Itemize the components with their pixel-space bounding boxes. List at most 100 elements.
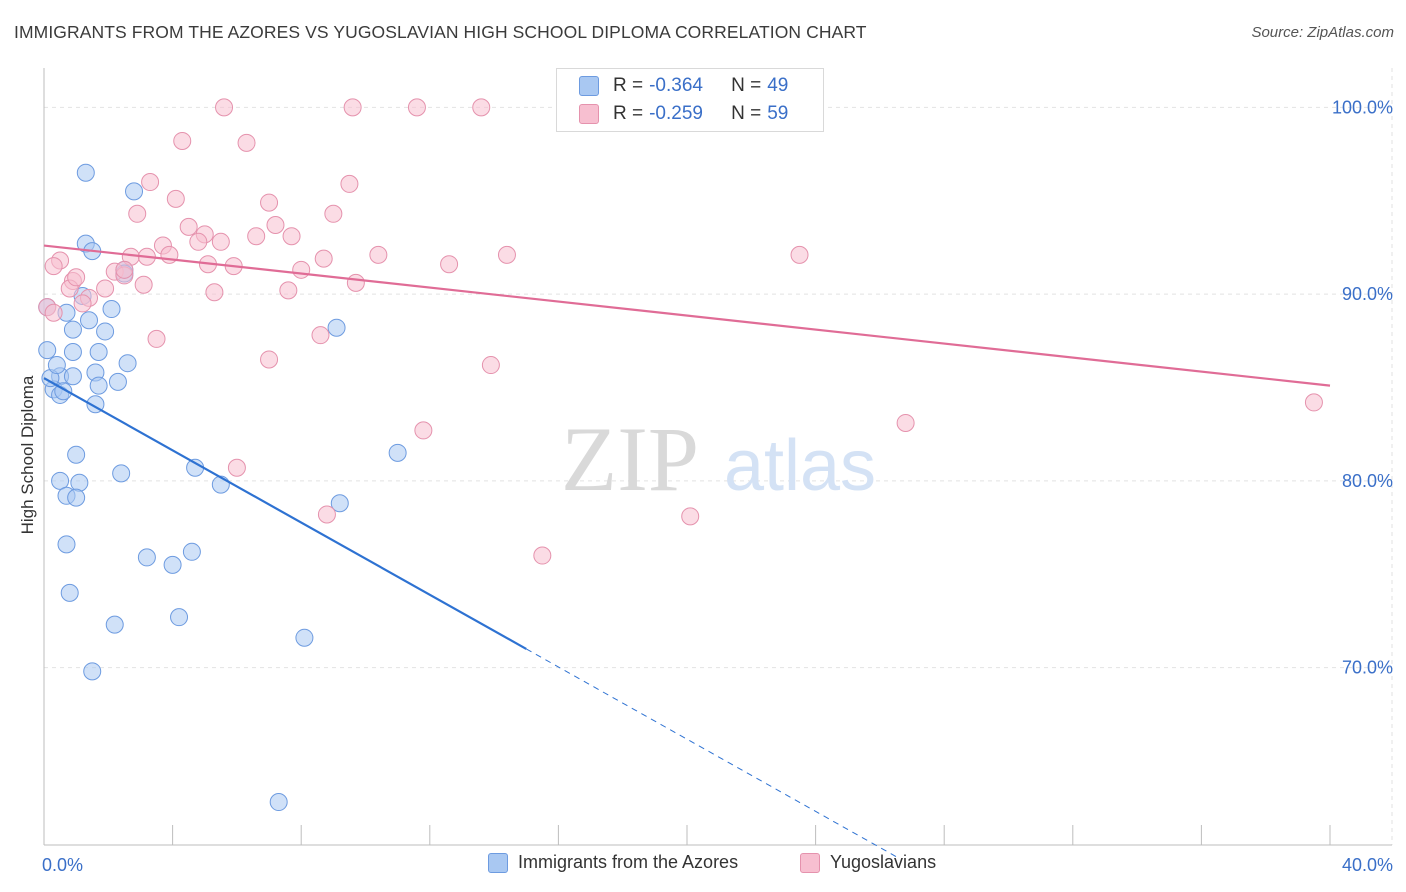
chart-title: IMMIGRANTS FROM THE AZORES VS YUGOSLAVIA… — [14, 22, 867, 42]
legend-swatch-yugoslavians — [579, 104, 599, 124]
point-yugoslavians — [346, 273, 365, 292]
point-yugoslavians — [414, 421, 433, 440]
point-azores — [38, 341, 57, 360]
point-azores — [269, 793, 288, 812]
grid-lines — [44, 68, 1393, 845]
point-azores — [60, 583, 79, 602]
point-azores — [96, 322, 115, 341]
y-tick-label: 70.0% — [1342, 658, 1393, 678]
point-azores — [182, 542, 201, 561]
point-azores — [63, 367, 82, 386]
point-azores — [89, 376, 108, 395]
r-label: R = — [613, 75, 644, 96]
point-yugoslavians — [497, 245, 516, 264]
point-azores — [70, 473, 89, 492]
tick-labels: 70.0% 80.0% 90.0% 100.0% 0.0% 40.0% — [42, 97, 1393, 875]
source-label: Source: ZipAtlas.com — [1251, 24, 1394, 41]
point-yugoslavians — [369, 245, 388, 264]
point-yugoslavians — [141, 173, 160, 192]
point-azores — [67, 445, 86, 464]
point-azores — [67, 488, 86, 507]
series-label-azores: Immigrants from the Azores — [518, 852, 739, 872]
point-azores — [137, 548, 156, 567]
point-yugoslavians — [237, 133, 256, 152]
point-azores — [295, 628, 314, 647]
point-azores — [108, 372, 127, 391]
point-yugoslavians — [173, 131, 192, 150]
point-azores — [76, 163, 95, 182]
x-tick-label: 0.0% — [42, 855, 83, 875]
n-label: N = — [731, 75, 762, 96]
stats-legend: R = -0.364 N = 49 R = -0.259 N = 59 — [556, 68, 824, 132]
n-label: N = — [731, 103, 762, 124]
point-yugoslavians — [247, 227, 266, 246]
point-yugoslavians — [215, 98, 234, 117]
point-yugoslavians — [681, 507, 700, 526]
point-yugoslavians — [896, 413, 915, 432]
y-tick-label: 90.0% — [1342, 284, 1393, 304]
legend-row-yugoslavians: R = -0.259 N = 59 — [579, 102, 788, 126]
series-label-yugoslavians: Yugoslavians — [830, 852, 937, 872]
point-yugoslavians — [311, 326, 330, 345]
point-azores — [63, 320, 82, 339]
r-value: -0.364 — [649, 75, 703, 96]
point-azores — [125, 182, 144, 201]
point-yugoslavians — [44, 257, 63, 276]
point-yugoslavians — [128, 204, 147, 223]
y-tick-label: 100.0% — [1332, 97, 1393, 117]
point-azores — [89, 342, 108, 361]
watermark-atlas: atlas — [724, 426, 876, 506]
point-yugoslavians — [282, 227, 301, 246]
point-yugoslavians — [67, 268, 86, 287]
point-yugoslavians — [1304, 393, 1323, 412]
point-yugoslavians — [324, 204, 343, 223]
point-azores — [327, 318, 346, 337]
point-yugoslavians — [343, 98, 362, 117]
point-yugoslavians — [260, 350, 279, 369]
point-yugoslavians — [790, 245, 809, 264]
point-yugoslavians — [472, 98, 491, 117]
point-yugoslavians — [279, 281, 298, 300]
point-azores — [102, 300, 121, 319]
point-yugoslavians — [317, 505, 336, 524]
series-legend: Immigrants from the Azores Yugoslavians — [0, 852, 1406, 878]
point-azores — [330, 494, 349, 513]
r-value: -0.259 — [649, 103, 703, 124]
point-yugoslavians — [134, 275, 153, 294]
point-azores — [163, 555, 182, 574]
point-azores — [105, 615, 124, 634]
watermark-zip: ZIP — [561, 408, 699, 510]
point-yugoslavians — [211, 232, 230, 251]
point-azores — [57, 535, 76, 554]
trend-lines — [43, 244, 1331, 857]
point-azores — [112, 464, 131, 483]
point-yugoslavians — [266, 216, 285, 234]
point-azores — [63, 342, 82, 361]
trend-line-azores-extension — [526, 648, 897, 857]
point-yugoslavians — [481, 356, 500, 375]
axes — [43, 68, 1392, 846]
r-label: R = — [613, 103, 644, 124]
point-azores — [51, 471, 70, 490]
point-yugoslavians — [96, 279, 115, 298]
legend-swatch-azores — [579, 76, 599, 96]
series-swatch-azores — [488, 852, 508, 873]
y-tick-label: 80.0% — [1342, 471, 1393, 491]
series-legend-azores: Immigrants from the Azores — [488, 852, 738, 873]
legend-row-azores: R = -0.364 N = 49 — [579, 74, 788, 98]
point-yugoslavians — [292, 260, 311, 279]
point-azores — [388, 443, 407, 462]
point-yugoslavians — [314, 249, 333, 268]
point-yugoslavians — [73, 294, 92, 313]
point-yugoslavians — [440, 255, 459, 274]
point-yugoslavians — [407, 98, 426, 117]
point-yugoslavians — [166, 189, 185, 208]
point-yugoslavians — [179, 217, 198, 236]
point-azores — [80, 311, 99, 330]
point-yugoslavians — [340, 174, 359, 193]
series-legend-yugoslavians: Yugoslavians — [800, 852, 936, 873]
point-yugoslavians — [189, 232, 208, 251]
point-yugoslavians — [147, 329, 166, 348]
point-yugoslavians — [205, 283, 224, 302]
point-azores — [118, 354, 137, 373]
